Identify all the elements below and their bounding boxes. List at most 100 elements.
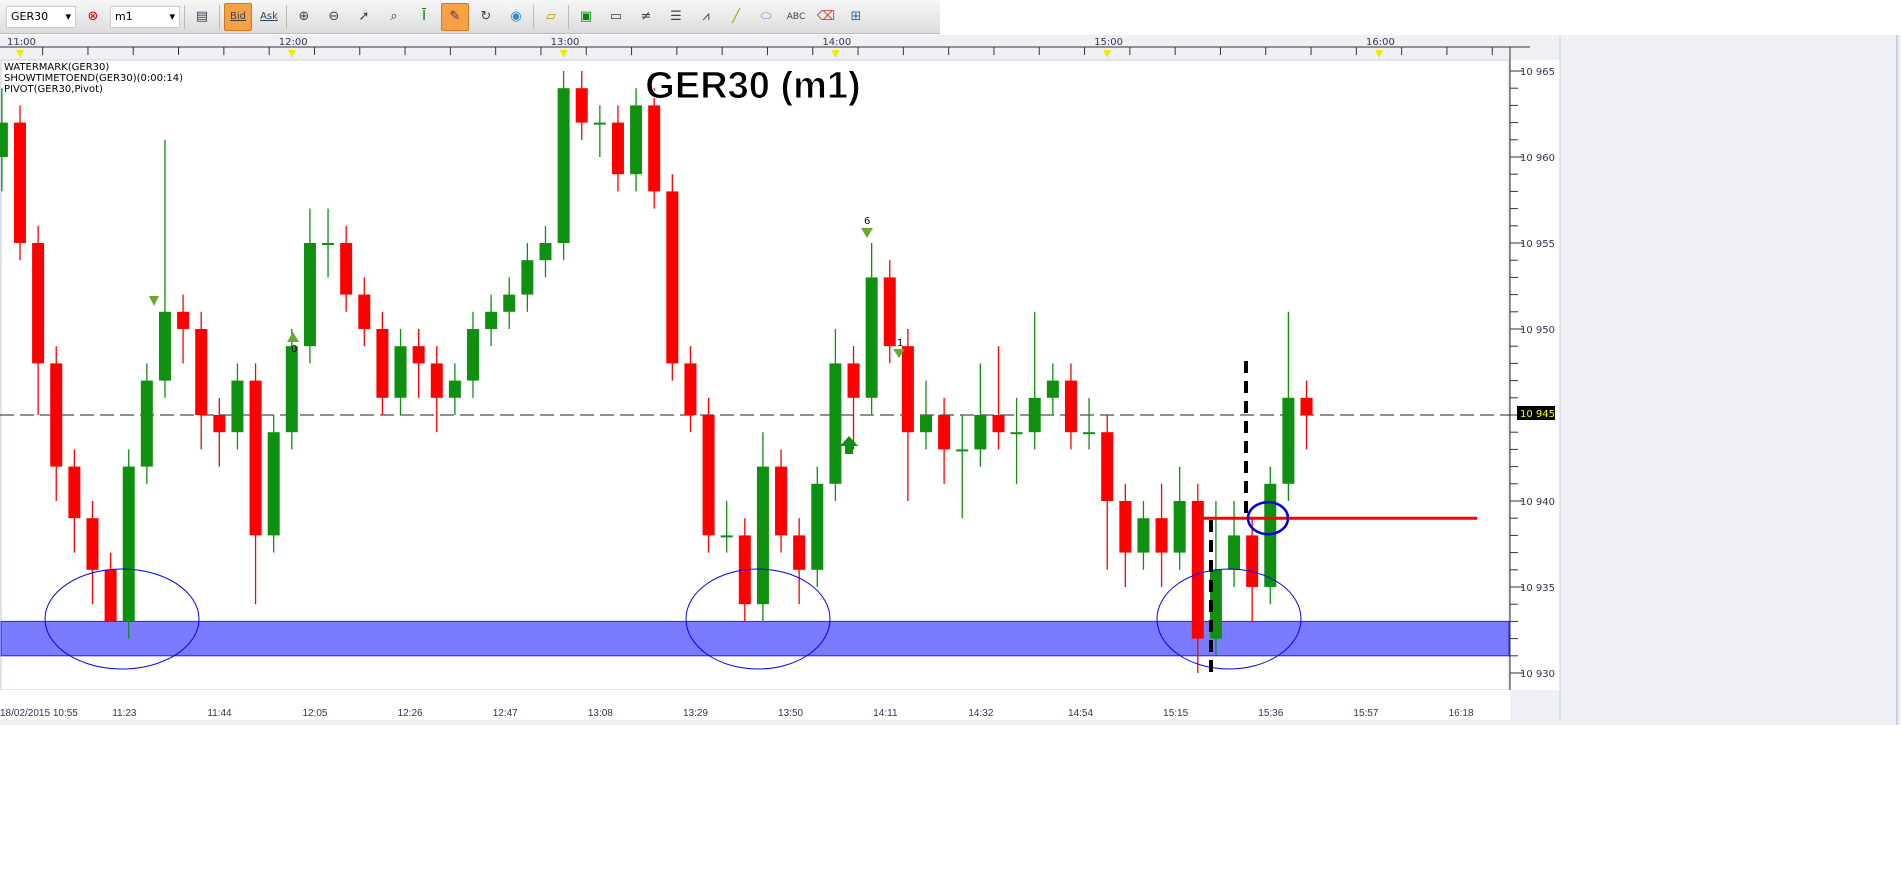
- candle-body: [720, 535, 733, 538]
- candle-body: [86, 518, 99, 570]
- price-label: 10 960: [1520, 153, 1555, 164]
- hour-marker-icon: [1375, 50, 1383, 58]
- candle-body: [829, 363, 842, 484]
- price-label: 10 950: [1520, 325, 1555, 336]
- time-label: 11:23: [112, 708, 137, 719]
- globe-icon[interactable]: ◉: [510, 9, 522, 24]
- candle-body: [231, 380, 244, 433]
- text-icon[interactable]: ABC: [786, 11, 806, 22]
- chart-type-icon[interactable]: ▤: [195, 9, 209, 24]
- hour-marker-icon: [559, 50, 568, 58]
- time-label: 11:44: [207, 708, 232, 719]
- unlink-icon[interactable]: ⊗: [87, 9, 99, 24]
- candle-body: [340, 243, 353, 295]
- time-label: 12:00: [279, 37, 308, 48]
- time-label: 14:11: [873, 708, 898, 719]
- candle-body: [303, 243, 316, 347]
- candle-body: [14, 122, 26, 243]
- candle-body: [956, 449, 969, 452]
- trendline-fan-icon[interactable]: ⩘: [702, 9, 710, 24]
- list-icon[interactable]: ☰: [670, 9, 682, 24]
- hour-marker-icon: [831, 50, 840, 58]
- candle-body: [1028, 397, 1041, 433]
- candle-body: [1300, 397, 1313, 415]
- candle-body: [521, 260, 534, 295]
- candle-body: [883, 277, 896, 347]
- time-label: 11:00: [7, 37, 36, 48]
- candle-body: [213, 415, 226, 433]
- circle-annotation[interactable]: [1246, 500, 1290, 536]
- candle-body: [593, 122, 606, 125]
- draw-mode-icon[interactable]: ✎: [441, 2, 469, 31]
- signal-marker: 1: [893, 338, 905, 358]
- time-label: 13:08: [588, 708, 613, 719]
- current-price-badge: [1517, 406, 1555, 420]
- candle-body: [1010, 432, 1023, 435]
- candle-body: [448, 380, 461, 398]
- fit-icon[interactable]: Ī: [422, 9, 426, 24]
- hour-marker-icon: [287, 50, 296, 58]
- chevron-down-icon: ▾: [169, 10, 175, 23]
- support-zone[interactable]: [0, 620, 1510, 657]
- current-price-label: 10 945: [1520, 409, 1555, 420]
- cursor-icon[interactable]: ➚: [358, 9, 370, 24]
- candle-body: [50, 363, 63, 467]
- time-label: 15:15: [1163, 708, 1188, 719]
- candle-body: [666, 191, 679, 364]
- candle-body: [503, 294, 516, 312]
- candle-body: [122, 466, 135, 622]
- ruler-icon[interactable]: ▱: [546, 9, 556, 24]
- ellipse-annotation[interactable]: [44, 568, 200, 670]
- time-label: 13:00: [551, 37, 580, 48]
- candle-body: [611, 122, 624, 175]
- divider: [184, 4, 185, 29]
- ellipse-annotation[interactable]: [1156, 568, 1302, 670]
- candle-body: [974, 415, 987, 450]
- candle-body: [430, 363, 443, 398]
- indicator-label[interactable]: WATERMARK(GER30): [4, 62, 109, 73]
- bid-button[interactable]: Bid: [224, 2, 252, 31]
- ask-button[interactable]: Ask: [256, 4, 282, 30]
- line-icon[interactable]: ╱: [732, 9, 740, 24]
- divider: [286, 4, 287, 29]
- fibonacci-icon[interactable]: ≠: [640, 9, 652, 24]
- zoom-out-icon[interactable]: ⊖: [328, 9, 340, 24]
- toolbar: GER30 ▾ ⊗ m1 ▾ ▤ Bid Ask ⊕ ⊖ ➚ ⌕ Ī ✎ ↻ ◉ ▱…: [0, 0, 940, 34]
- candle-body: [938, 415, 951, 450]
- divider: [533, 4, 534, 29]
- candle-body: [32, 243, 45, 364]
- timeframe-select[interactable]: m1 ▾: [110, 5, 180, 28]
- indicator-label[interactable]: SHOWTIMETOEND(GER30)(0:00:14): [4, 73, 183, 84]
- window-icon[interactable]: ▭: [609, 9, 623, 24]
- candle-body: [865, 277, 878, 398]
- candle-body: [412, 346, 425, 364]
- chevron-down-icon: ▾: [65, 10, 71, 23]
- symbol-select[interactable]: GER30 ▾: [6, 5, 76, 28]
- candle-body: [195, 329, 208, 415]
- time-label: 16:00: [1366, 37, 1395, 48]
- price-label: 10 935: [1520, 583, 1555, 594]
- candle-body: [1119, 501, 1132, 553]
- candle-body: [775, 466, 788, 536]
- marker-label: 6: [864, 216, 870, 227]
- candle-body: [249, 380, 262, 536]
- candle-body: [1083, 432, 1096, 435]
- zoom-in-icon[interactable]: ⊕: [298, 9, 310, 24]
- zoom-box-icon[interactable]: ⌕: [390, 9, 398, 24]
- candle-body: [467, 329, 479, 381]
- image-icon[interactable]: ▣: [579, 9, 593, 24]
- candle-body: [68, 466, 81, 519]
- candle-body: [1173, 501, 1186, 553]
- ellipse-icon[interactable]: ⬭: [760, 9, 772, 24]
- candle-body: [285, 346, 298, 433]
- indicator-label[interactable]: PIVOT(GER30,Pivot): [4, 84, 103, 95]
- ellipse-annotation[interactable]: [685, 568, 831, 670]
- time-label: 14:00: [822, 37, 851, 48]
- candle-body: [1246, 535, 1259, 587]
- candle-body: [140, 380, 153, 467]
- tree-icon[interactable]: ⊞: [850, 9, 862, 24]
- eraser-icon[interactable]: ⌫: [816, 9, 836, 24]
- marker-label: 0: [291, 344, 297, 355]
- rotate-icon[interactable]: ↻: [480, 9, 492, 24]
